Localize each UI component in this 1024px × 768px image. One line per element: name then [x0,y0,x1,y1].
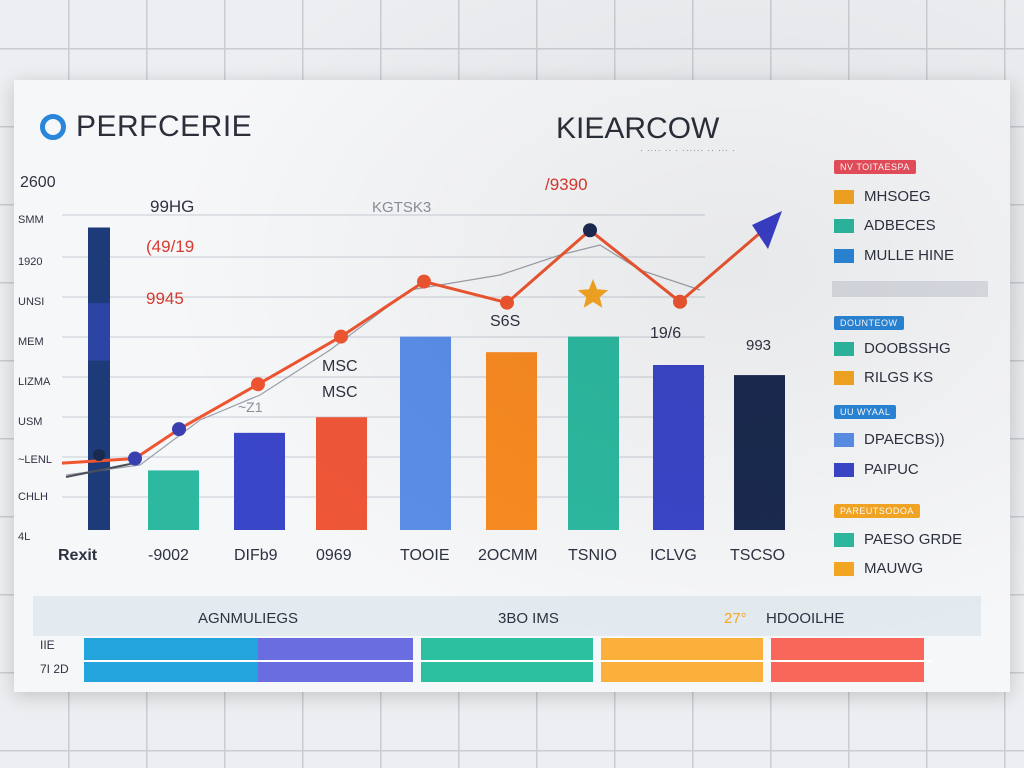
line-marker [673,294,687,309]
x-tick-label: 2OCMM [478,547,538,564]
legend-swatch [834,532,854,547]
line-marker [251,377,265,392]
legend-item: DOOBSSHG [834,340,951,357]
x-tick-label: Rexit [58,547,98,564]
legend-group-tag: PAREUTSODOA [834,504,920,518]
y-tick-label: SMM [18,214,44,226]
legend-label: MHSOEG [864,188,931,205]
legend-swatch [834,561,854,576]
legend-label: ADBECES [864,217,936,234]
legend-item: MHSOEG [834,188,931,205]
legend-item: PAESO GRDE [834,531,962,548]
legend-label: DOOBSSHG [864,340,951,357]
chart-title: PERFCERIE [76,110,253,143]
y-tick-label: 2600 [20,174,56,191]
line-marker [128,451,142,466]
y-tick-label: ~LENL [18,454,52,466]
annotation-label: ~Z1 [238,399,263,415]
footer-row-label: IIE [40,638,55,652]
legend-item: RILGS KS [834,369,933,386]
x-tick-label: ICLVG [650,547,697,564]
footer-label: AGNMULIEGS [198,610,299,627]
bar [400,336,451,530]
legend-swatch [834,218,854,233]
annotation-label: 19/6 [650,325,681,342]
y-tick-label: UNSI [18,296,44,308]
footer-label: 27° [724,610,747,627]
footer-band [33,596,981,636]
legend-label: DPAECBS)) [864,431,945,448]
annotation-label: 9945 [146,289,184,308]
legend-swatch [834,370,854,385]
legend-group-tag: UU WYAAL [834,405,897,419]
trend-line [61,228,761,465]
legend-label: RILGS KS [864,369,934,386]
x-tick-label: TSCSO [730,547,785,564]
legend-group-tag: DOUNTEOW [834,316,904,330]
brand-subtitle: · ···· ·· · ······ ·· ··· · [640,146,736,155]
bar-highlight-band [88,303,110,361]
progress-divider [84,660,932,662]
legend-item: PAIPUC [834,461,919,478]
title-group: PERFCERIE [40,110,252,144]
line-marker [172,422,186,437]
footer-label: 3BO IMS [498,610,559,627]
legend-swatch [834,341,854,356]
legend-label: MULLE HINE [864,247,955,264]
annotation-label: 99HG [150,197,194,216]
y-tick-label: 4L [18,531,30,543]
annotation-label: S6S [490,313,520,330]
arrow-head-icon [752,211,782,249]
x-tick-label: TSNIO [568,547,617,564]
y-tick-label: USM [18,416,42,428]
legend-group-tag: NV TOITAESPA [834,160,916,174]
y-tick-label: LIZMA [18,376,51,388]
legend-swatch [834,248,854,263]
annotation-label: (49/19 [146,237,194,256]
x-tick-label: DIFb9 [234,547,278,564]
bar [234,432,285,530]
bar [148,470,199,530]
legend-label: PAIPUC [864,461,919,478]
annotation-label: KGTSK3 [372,199,431,216]
legend-swatch [834,432,854,447]
line-marker [334,329,348,344]
line-marker [93,449,105,461]
y-tick-label: CHLH [18,491,48,503]
x-tick-label: -9002 [148,547,189,564]
bar [316,417,367,530]
line-marker [500,295,514,310]
annotation-label: 993 [746,337,771,354]
bar [88,227,110,530]
bar [734,375,785,530]
legend-item: MAUWG [834,560,923,577]
bar [568,336,619,530]
legend-item: MULLE HINE [834,247,954,264]
annotation-label: /9390 [545,175,588,194]
y-tick-label: MEM [18,336,44,348]
legend-swatch [834,462,854,477]
circle-logo-icon [40,114,66,140]
annotation-label: MSC [322,384,358,401]
star-icon [577,279,609,308]
legend-item: ADBECES [834,217,936,234]
brand-title: KIEARCOW [556,112,720,145]
legend-label: MAUWG [864,560,924,577]
line-marker [583,223,597,238]
bar [486,352,537,530]
legend-swatch [834,189,854,204]
legend-label: PAESO GRDE [864,531,963,548]
legend-divider [832,281,988,297]
secondary-trend-start [65,461,141,478]
legend-item: DPAECBS)) [834,431,945,448]
footer-label: HDOOILHE [766,610,845,627]
bar [653,365,704,530]
footer-row-label: 7I 2D [40,662,69,676]
x-tick-label: 0969 [316,547,352,564]
line-marker [417,274,431,289]
annotation-label: MSC [322,358,358,375]
x-tick-label: TOOIE [400,547,450,564]
y-tick-label: 1920 [18,256,42,268]
